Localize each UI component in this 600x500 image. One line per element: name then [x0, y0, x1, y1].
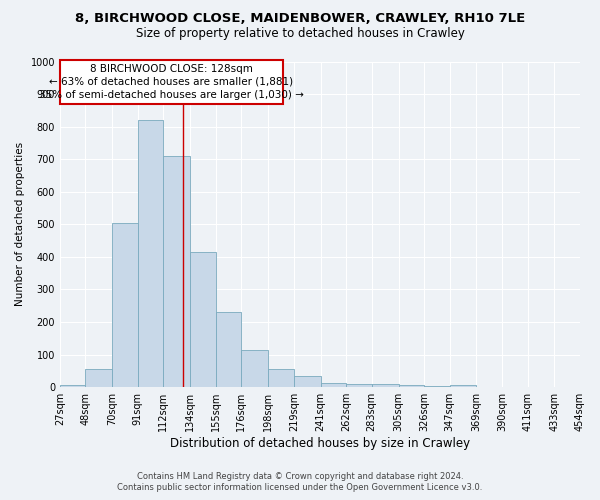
Text: Contains HM Land Registry data © Crown copyright and database right 2024.
Contai: Contains HM Land Registry data © Crown c…	[118, 472, 482, 492]
Bar	[112, 222, 138, 387]
Bar	[268, 370, 294, 387]
Bar	[163, 156, 190, 387]
Bar	[85, 370, 112, 387]
X-axis label: Distribution of detached houses by size in Crawley: Distribution of detached houses by size …	[170, 437, 470, 450]
Bar	[424, 386, 449, 387]
Bar	[449, 385, 476, 387]
Bar	[372, 384, 398, 387]
Bar	[398, 385, 424, 387]
FancyBboxPatch shape	[60, 60, 283, 104]
Bar	[60, 385, 85, 387]
Bar	[216, 312, 241, 387]
Text: 8, BIRCHWOOD CLOSE, MAIDENBOWER, CRAWLEY, RH10 7LE: 8, BIRCHWOOD CLOSE, MAIDENBOWER, CRAWLEY…	[75, 12, 525, 26]
Bar	[241, 350, 268, 387]
Bar	[138, 120, 163, 387]
Bar	[346, 384, 372, 387]
Text: 8 BIRCHWOOD CLOSE: 128sqm
← 63% of detached houses are smaller (1,881)
35% of se: 8 BIRCHWOOD CLOSE: 128sqm ← 63% of detac…	[39, 64, 304, 100]
Bar	[190, 252, 216, 387]
Bar	[294, 376, 320, 387]
Bar	[320, 383, 346, 387]
Text: Size of property relative to detached houses in Crawley: Size of property relative to detached ho…	[136, 28, 464, 40]
Y-axis label: Number of detached properties: Number of detached properties	[15, 142, 25, 306]
